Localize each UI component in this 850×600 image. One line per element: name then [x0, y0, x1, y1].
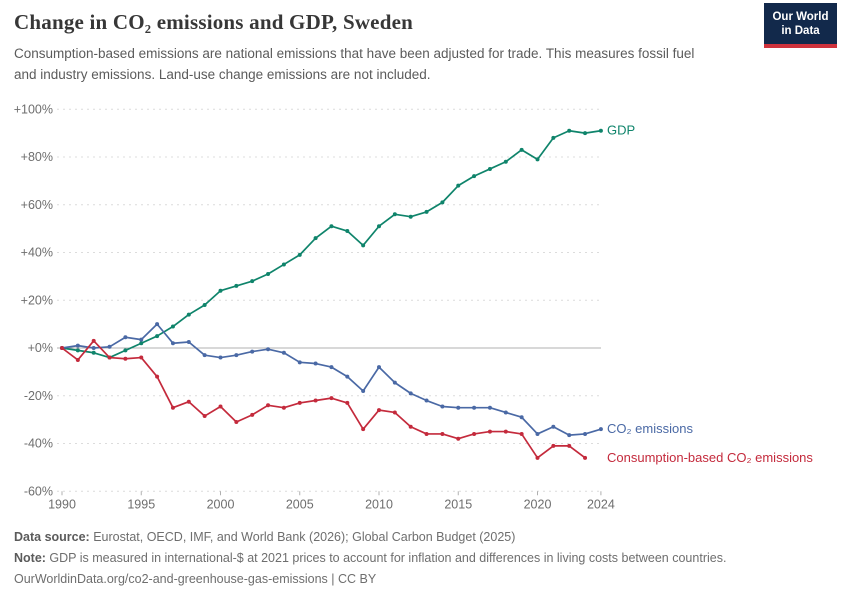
x-tick-label: 2005	[286, 497, 314, 511]
series-line-gdp[interactable]	[61, 129, 602, 359]
y-tick-label: +100%	[14, 102, 53, 116]
chart-footer: Data source: Eurostat, OECD, IMF, and Wo…	[14, 527, 836, 590]
x-tick-label: 2020	[524, 497, 552, 511]
series-end-label: Consumption-based CO₂ emissions	[607, 450, 813, 465]
chart-header: Change in CO₂ emissions and GDP, Sweden …	[14, 10, 836, 86]
page-title: Change in CO₂ emissions and GDP, Sweden	[14, 10, 413, 34]
y-tick-label: -20%	[24, 389, 53, 403]
datasource-label: Data source:	[14, 530, 90, 544]
series-end-label: CO₂ emissions	[607, 421, 693, 436]
citation-link[interactable]: OurWorldinData.org/co2-and-greenhouse-ga…	[14, 572, 377, 586]
owid-logo-line1: Our World	[772, 11, 829, 23]
owid-logo-line2: in Data	[781, 25, 820, 37]
y-tick-label: -40%	[24, 437, 53, 451]
y-tick-label: +80%	[21, 150, 53, 164]
y-tick-label: +0%	[28, 341, 53, 355]
x-tick-label: 2015	[444, 497, 472, 511]
series-line-consumption-based-co-emissions[interactable]	[61, 339, 586, 459]
y-tick-label: +20%	[21, 293, 53, 307]
series-end-label: GDP	[607, 123, 635, 138]
chart-subtitle: Consumption-based emissions are national…	[14, 46, 695, 82]
note-label: Note:	[14, 551, 46, 565]
x-tick-label: 1995	[127, 497, 155, 511]
datasource-line: Data source: Eurostat, OECD, IMF, and Wo…	[14, 527, 836, 548]
x-tick-label: 1990	[48, 497, 76, 511]
datasource-text: Eurostat, OECD, IMF, and World Bank (202…	[89, 530, 516, 544]
x-tick-label: 2024	[587, 497, 615, 511]
owid-logo[interactable]: Our World in Data	[764, 3, 837, 48]
note-text: GDP is measured in international-$ at 20…	[45, 551, 727, 565]
x-tick-label: 2010	[365, 497, 393, 511]
x-tick-label: 2000	[207, 497, 235, 511]
series-line-co-emissions[interactable]	[61, 323, 602, 436]
note-line: Note: GDP is measured in international-$…	[14, 548, 836, 569]
y-tick-label: +60%	[21, 198, 53, 212]
y-tick-label: +40%	[21, 246, 53, 260]
y-tick-label: -60%	[24, 484, 53, 498]
